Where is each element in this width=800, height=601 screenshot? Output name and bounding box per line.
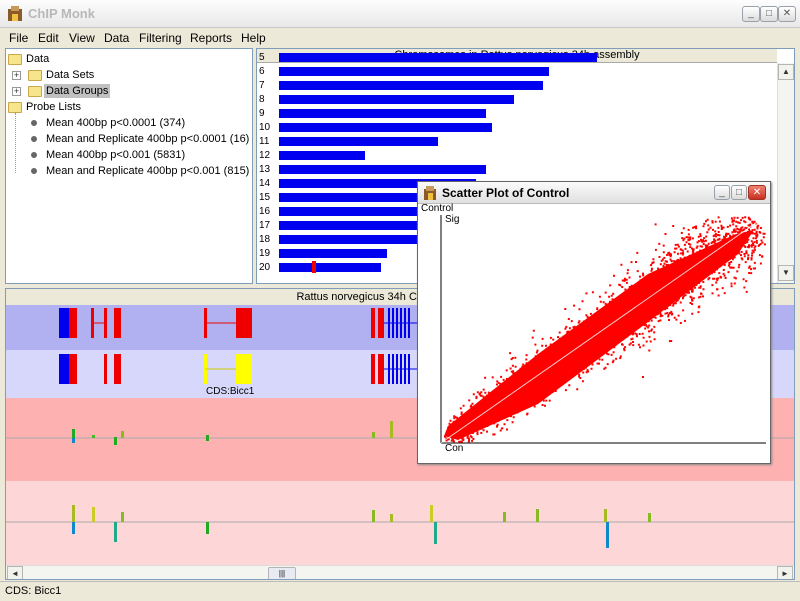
app-icon [8,6,22,21]
chromosome-bar[interactable] [279,53,597,62]
menu-filtering[interactable]: Filtering [139,31,182,45]
gene-feature [59,354,418,384]
signal-marks [72,505,651,548]
scatter-plot [440,215,766,444]
tree-data-sets[interactable]: Data Sets [46,69,95,81]
scatter-x-label: Con [445,443,464,454]
scatter-points [444,216,766,443]
chromosome-label[interactable]: 6 [259,66,265,77]
chromosome-list: 5 6 7 8 9 10 11 12 13 14 15 16 17 18 19 20 [257,52,777,283]
data-track-2 [6,481,794,565]
chromosome-label[interactable]: 5 [259,52,265,63]
probe-list-icon [31,168,37,174]
scroll-left-icon[interactable]: ◄ [7,566,23,579]
app-title: ChIP Monk [28,6,95,21]
minimize-button[interactable]: _ [714,185,730,200]
position-marker [312,261,316,273]
chromosome-label[interactable]: 14 [259,178,271,189]
probe-list-item[interactable]: Mean and Replicate 400bp p<0.001 (815) [46,165,250,177]
status-bar: CDS: Bicc1 [0,581,800,601]
chromosome-label[interactable]: 7 [259,80,265,91]
chromosome-label[interactable]: 19 [259,248,271,259]
chromosome-label[interactable]: 11 [259,136,270,147]
menu-data[interactable]: Data [104,31,130,45]
chromosome-scrollbar[interactable]: ▲ ▼ [777,63,794,283]
chromosome-label[interactable]: 17 [259,220,271,231]
probe-list-icon [31,120,37,126]
scroll-thumb[interactable]: ||| [268,567,296,579]
chromosome-bar[interactable] [279,123,492,132]
menu-edit[interactable]: Edit [38,31,59,45]
scatter-density-core [444,230,754,440]
probe-list-item[interactable]: Mean and Replicate 400bp p<0.0001 (16) [46,133,250,145]
chromosome-bar[interactable] [279,81,543,90]
chromosome-label[interactable]: 9 [259,108,265,119]
scatter-y-label: Sig [445,214,460,225]
genome-hscrollbar[interactable]: ◄ ||| ► [6,565,794,579]
scroll-up-icon[interactable]: ▲ [778,64,794,80]
maximize-button[interactable]: □ [760,6,778,22]
scroll-down-icon[interactable]: ▼ [778,265,794,281]
chromosome-bar[interactable] [279,67,549,76]
scatter-plot-window: Scatter Plot of Control _ □ ✕ Control Si… [417,181,771,464]
chromosome-bar[interactable] [279,95,514,104]
status-text: CDS: Bicc1 [5,585,62,597]
chromosome-bar[interactable] [279,151,365,160]
probe-list-item[interactable]: Mean 400bp p<0.001 (5831) [46,149,186,161]
menu-reports[interactable]: Reports [190,31,233,45]
expand-icon[interactable]: + [12,70,21,80]
folder-icon [28,86,42,97]
feature-label: CDS:Bicc1 [206,386,255,397]
folder-icon [8,102,22,113]
expand-icon[interactable]: + [12,86,21,96]
folder-icon [8,54,22,65]
scroll-right-icon[interactable]: ► [777,566,793,579]
tree-root[interactable]: Data [26,53,50,65]
chromosome-label[interactable]: 18 [259,234,271,245]
chromosome-label[interactable]: 16 [259,206,271,217]
menu-help[interactable]: Help [241,31,266,45]
chromosome-bar[interactable] [279,193,473,202]
signal-marks [72,421,393,445]
folder-icon [28,70,42,81]
chromosome-label[interactable]: 10 [259,122,271,133]
menu-bar: File Edit View Data Filtering Reports He… [0,28,800,48]
maximize-button[interactable]: □ [731,185,747,200]
tree-probe-lists[interactable]: Probe Lists [26,101,82,113]
chromosome-bar[interactable] [279,221,473,230]
chromosome-label[interactable]: 20 [259,262,271,273]
chromosome-bar[interactable] [279,249,387,258]
tree-data-groups[interactable]: Data Groups [44,84,111,98]
chromosome-label[interactable]: 15 [259,192,271,203]
scatter-diagonal [440,217,764,444]
probe-list-item[interactable]: Mean 400bp p<0.0001 (374) [46,117,186,129]
menu-file[interactable]: File [9,31,29,45]
title-bar: ChIP Monk _ □ ✕ [0,0,800,28]
close-button[interactable]: ✕ [748,185,766,200]
scatter-title-bar[interactable]: Scatter Plot of Control _ □ ✕ [418,182,770,204]
chromosome-bar[interactable] [279,179,476,188]
chromosome-bar[interactable] [279,263,381,272]
data-tree: Data + Data Sets + Data Groups Probe Lis… [5,48,253,284]
chromosome-label[interactable]: 12 [259,150,271,161]
chromosome-bar[interactable] [279,165,486,174]
genome-view: Rattus norvegicus 34h Chromosome 20 17 [5,288,795,580]
chromosome-bar[interactable] [279,109,486,118]
scatter-corner-label: Control [421,203,454,214]
app-icon [424,186,436,200]
chromosome-bar[interactable] [279,137,438,146]
menu-view[interactable]: View [69,31,95,45]
scatter-title: Scatter Plot of Control [442,186,570,200]
chromosome-bar[interactable] [279,235,470,244]
minimize-button[interactable]: _ [742,6,760,22]
close-button[interactable]: ✕ [778,6,796,22]
gene-feature [59,308,418,338]
chromosome-label[interactable]: 8 [259,94,265,105]
chromosome-bar[interactable] [279,207,473,216]
chromosome-label[interactable]: 13 [259,164,271,175]
probe-list-icon [31,136,37,142]
probe-list-icon [31,152,37,158]
